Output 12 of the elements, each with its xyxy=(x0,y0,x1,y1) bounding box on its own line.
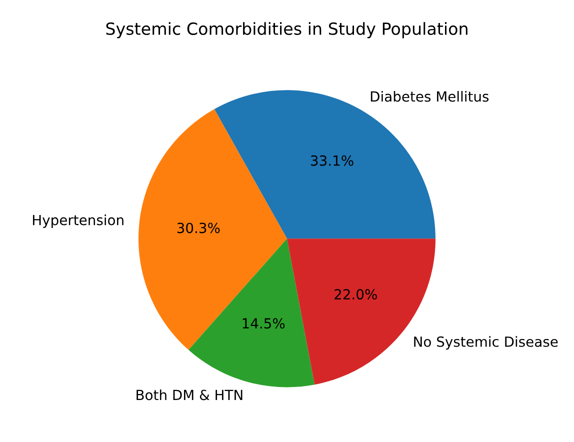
data-label: 22.0% xyxy=(334,289,377,300)
pie-slice xyxy=(188,238,315,388)
slice-label: No Systemic Disease xyxy=(414,336,558,350)
slice-label: Both DM & HTN xyxy=(136,389,242,400)
slice-label: Hypertension xyxy=(33,214,124,228)
pie-slice xyxy=(287,238,436,385)
data-label: 14.5% xyxy=(242,318,285,329)
pie-slice xyxy=(138,109,287,350)
chart-title: Systemic Comorbidities in Study Population xyxy=(106,22,468,38)
data-label: 30.3% xyxy=(177,222,220,234)
slice-label: Diabetes Mellitus xyxy=(370,91,489,102)
data-label: 33.1% xyxy=(311,155,354,166)
